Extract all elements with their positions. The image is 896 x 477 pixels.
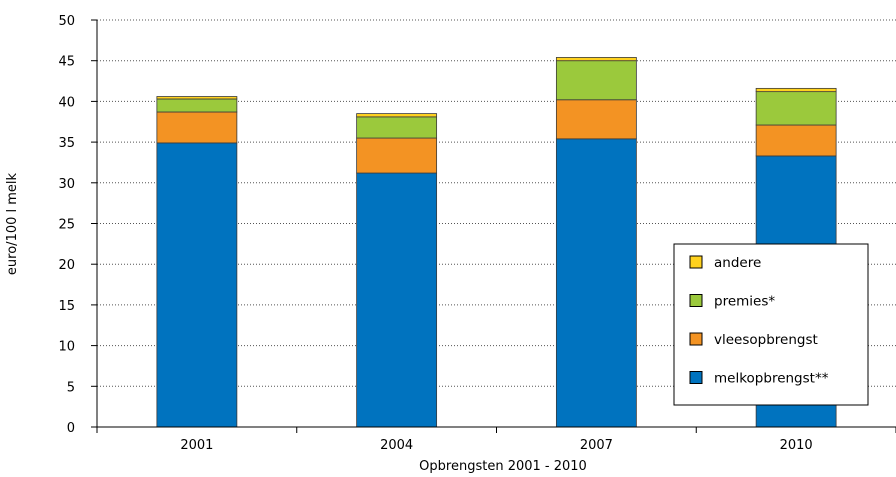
bars bbox=[156, 57, 837, 428]
legend-label: melkopbrengst** bbox=[714, 371, 829, 387]
y-tick-label: 0 bbox=[67, 421, 75, 436]
legend-label: premies* bbox=[714, 294, 775, 310]
x-tick-label: 2007 bbox=[580, 438, 613, 453]
bar-segment-andere bbox=[156, 96, 238, 100]
y-tick-label: 20 bbox=[58, 258, 75, 273]
x-axis-title: Opbrengsten 2001 - 2010 bbox=[419, 459, 587, 474]
y-tick-label: 30 bbox=[58, 177, 75, 192]
gridlines bbox=[97, 19, 896, 387]
legend-box bbox=[673, 243, 869, 406]
bar-segment-melkopbrengst bbox=[555, 138, 637, 428]
legend-swatch bbox=[689, 332, 703, 346]
y-tick-label: 40 bbox=[58, 95, 75, 110]
legend-label: andere bbox=[714, 255, 761, 271]
y-tick-labels: 0 5 10 15 20 25 30 35 40 45 50 bbox=[58, 14, 97, 436]
y-tick-label: 15 bbox=[58, 299, 75, 314]
bar-segment-andere bbox=[356, 113, 438, 118]
y-tick-label: 50 bbox=[58, 14, 75, 29]
bar-segment-andere bbox=[755, 87, 837, 93]
y-tick-label: 35 bbox=[58, 136, 75, 151]
legend: andere premies* vleesopbrengst melkopbrengs… bbox=[673, 243, 869, 406]
x-tick-labels: 2001 2004 2007 2010 bbox=[96, 427, 896, 453]
y-tick-label: 5 bbox=[67, 380, 75, 395]
x-tick-label: 2001 bbox=[180, 438, 213, 453]
legend-label: vleesopbrengst bbox=[714, 332, 818, 348]
legend-swatch bbox=[689, 371, 703, 384]
bar-segment-premies bbox=[755, 91, 837, 126]
y-tick-label: 10 bbox=[58, 340, 75, 355]
bar-segment-vleesopbrengst bbox=[156, 111, 238, 144]
bar-segment-melkopbrengst bbox=[156, 142, 238, 428]
x-tick-label: 2010 bbox=[780, 438, 813, 453]
legend-swatch bbox=[689, 255, 703, 269]
x-tick-label: 2004 bbox=[380, 438, 413, 453]
bar-segment-vleesopbrengst bbox=[755, 124, 837, 157]
bar-segment-melkopbrengst bbox=[356, 172, 438, 428]
bar-segment-vleesopbrengst bbox=[356, 137, 438, 174]
bar-segment-vleesopbrengst bbox=[555, 99, 637, 140]
y-axis-title: euro/100 l melk bbox=[5, 172, 20, 275]
bar-segment-premies bbox=[156, 98, 238, 113]
bar-segment-premies bbox=[356, 116, 438, 139]
bar-segment-andere bbox=[555, 57, 637, 62]
bar-segment-premies bbox=[555, 60, 637, 101]
y-tick-label: 45 bbox=[58, 55, 75, 70]
legend-swatch bbox=[689, 294, 703, 307]
y-tick-label: 25 bbox=[58, 218, 75, 233]
